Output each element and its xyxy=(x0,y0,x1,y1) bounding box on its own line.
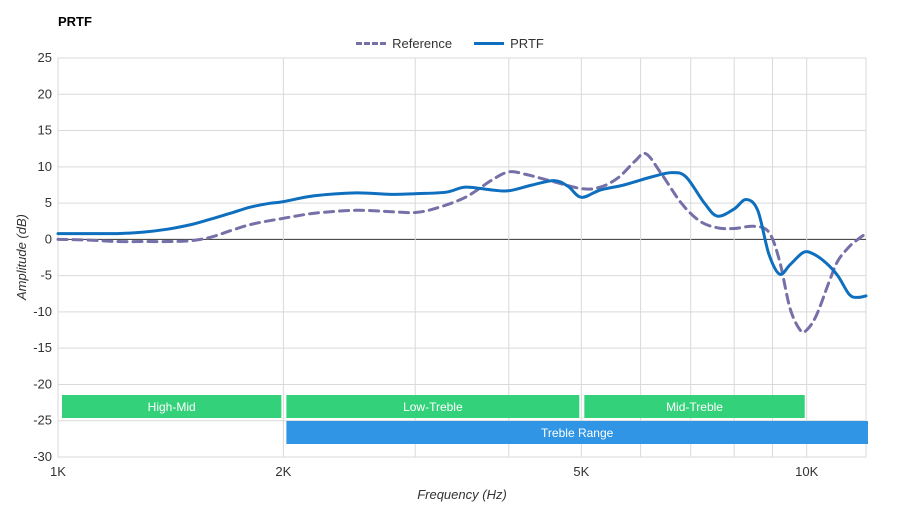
x-tick-label: 1K xyxy=(50,464,66,479)
range-band-treble-range: Treble Range xyxy=(286,421,869,444)
series xyxy=(56,151,868,334)
range-band-bar xyxy=(286,421,869,444)
x-tick-label: 5K xyxy=(573,464,589,479)
legend: Reference PRTF xyxy=(0,36,900,51)
range-band-label: Low-Treble xyxy=(403,400,463,414)
y-tick-label: 25 xyxy=(38,50,52,65)
legend-label-reference: Reference xyxy=(392,36,453,51)
y-tick-label: -25 xyxy=(33,413,52,428)
range-band-bar xyxy=(62,395,282,418)
y-tick-label: 0 xyxy=(45,231,52,246)
x-tick-label: 2K xyxy=(275,464,291,479)
y-tick-label: 5 xyxy=(45,195,52,210)
legend-item-prtf[interactable]: PRTF xyxy=(474,36,544,51)
range-band-high-mid: High-Mid xyxy=(62,395,282,418)
y-tick-label: -15 xyxy=(33,340,52,355)
y-tick-label: -20 xyxy=(33,376,52,391)
series-line-prtf xyxy=(56,171,868,299)
y-tick-label: 10 xyxy=(38,159,52,174)
range-band-mid-treble: Mid-Treble xyxy=(584,395,805,418)
series-line-reference xyxy=(56,151,868,334)
range-band-bar xyxy=(584,395,805,418)
legend-item-reference[interactable]: Reference xyxy=(356,36,452,51)
y-tick-label: 20 xyxy=(38,86,52,101)
range-band-label: Treble Range xyxy=(541,426,614,440)
chart-title: PRTF xyxy=(58,14,92,29)
x-tick-label: 10K xyxy=(795,464,818,479)
range-band-label: High-Mid xyxy=(148,400,196,414)
y-tick-label: 15 xyxy=(38,123,52,138)
range-band-low-treble: Low-Treble xyxy=(286,395,580,418)
range-band-label: Mid-Treble xyxy=(666,400,723,414)
legend-swatch-prtf xyxy=(474,42,505,45)
y-tick-label: -5 xyxy=(40,268,52,283)
y-tick-label: -30 xyxy=(33,449,52,464)
grid xyxy=(57,57,867,458)
legend-label-prtf: PRTF xyxy=(510,36,544,51)
range-bands: High-Mid Low-Treble Mid-Treble Treble Range xyxy=(62,395,869,444)
y-axis-label: Amplitude (dB) xyxy=(14,214,29,301)
x-axis-label: Frequency (Hz) xyxy=(417,487,507,502)
range-band-bar xyxy=(286,395,580,418)
y-tick-label: -10 xyxy=(33,304,52,319)
legend-swatch-reference xyxy=(356,42,387,45)
